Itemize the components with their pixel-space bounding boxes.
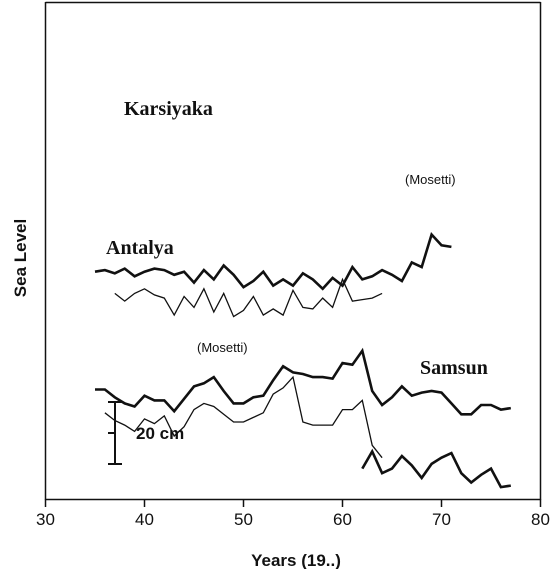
series-line-antalya	[95, 347, 511, 416]
x-tick-label-60: 60	[333, 510, 352, 529]
x-axis-title: Years (19..)	[251, 551, 341, 569]
series-line-antalya-mosetti	[104, 375, 383, 459]
series-label-karsiyaka: Karsiyaka	[124, 98, 213, 120]
series-lines	[94, 231, 511, 489]
series-line-samsun	[361, 448, 511, 489]
x-tick-label-50: 50	[234, 510, 253, 529]
x-tick-label-40: 40	[135, 510, 154, 529]
annotation-mosetti-karsiyaka: (Mosetti)	[405, 172, 456, 187]
plot-frame	[44, 1, 542, 501]
y-axis-title: Sea Level	[11, 219, 30, 297]
scale-bar-label: 20 cm	[136, 424, 184, 443]
x-ticks: 30 40 50 60 70 80	[36, 499, 550, 529]
annotation-mosetti-antalya: (Mosetti)	[197, 340, 248, 355]
x-tick-label-70: 70	[432, 510, 451, 529]
series-label-antalya: Antalya	[106, 237, 174, 259]
x-tick-label-80: 80	[531, 510, 550, 529]
series-line-karsiyaka-mosetti	[114, 277, 383, 318]
series-label-samsun: Samsun	[420, 357, 488, 379]
scale-bar: 20 cm	[108, 401, 184, 465]
series-line-karsiyaka	[94, 231, 452, 291]
x-tick-label-30: 30	[36, 510, 55, 529]
